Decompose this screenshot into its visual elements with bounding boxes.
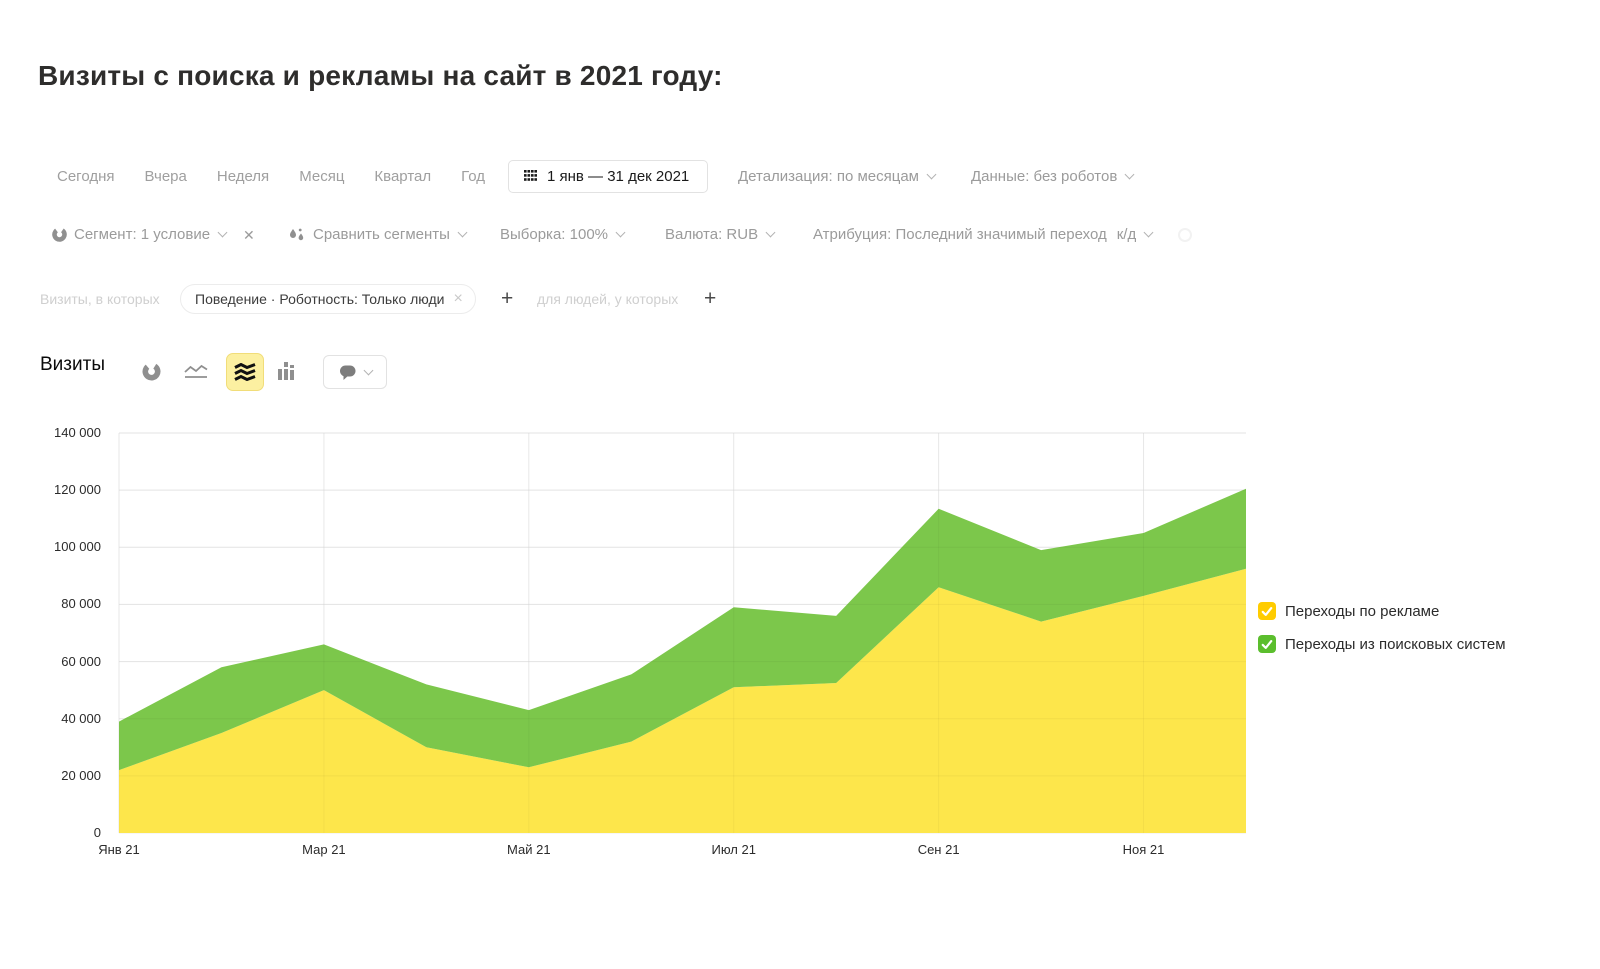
chevron-down-icon: [765, 227, 776, 238]
stacked-areas-icon: [234, 363, 256, 381]
chevron-down-icon: [1143, 227, 1154, 238]
period-tab-year[interactable]: Год: [461, 168, 486, 185]
loader-circle-icon: [1178, 228, 1192, 242]
columns-chart-icon: [278, 362, 294, 380]
date-range-label: 1 янв — 31 дек 2021: [547, 168, 690, 185]
currency-dropdown[interactable]: Валюта: RUB: [665, 226, 776, 243]
line-chart-icon: [184, 364, 208, 378]
y-axis-tick-label: 0: [93, 825, 101, 840]
x-axis-tick-label: Май 21: [507, 842, 551, 857]
detail-label: Детализация: по месяцам: [738, 168, 919, 185]
y-axis-tick-label: 80 000: [61, 596, 101, 612]
currency-label: Валюта: RUB: [665, 226, 759, 243]
date-range-button[interactable]: 1 янв — 31 дек 2021: [508, 160, 708, 193]
chevron-down-icon: [363, 365, 373, 375]
x-axis-tick-label: Июл 21: [711, 842, 756, 857]
comments-dropdown-button[interactable]: [323, 355, 387, 389]
checkbox-checked-icon: [1258, 635, 1276, 653]
donut-chart-icon: [142, 362, 161, 381]
y-axis-tick-label: 40 000: [61, 710, 101, 726]
attribution-dropdown[interactable]: Атрибуция: Последний значимый переход к/…: [813, 226, 1154, 243]
add-visit-condition-button[interactable]: +: [501, 287, 514, 310]
legend-label-search: Переходы из поисковых систем: [1285, 635, 1506, 653]
chip-close-icon[interactable]: ×: [453, 290, 463, 307]
y-axis-tick-label: 140 000: [54, 425, 101, 440]
x-axis-tick-label: Ноя 21: [1122, 842, 1165, 857]
chevron-down-icon: [1124, 169, 1135, 180]
checkbox-checked-icon: [1258, 602, 1276, 620]
comment-bubble-icon: [339, 365, 355, 380]
period-tabs: Сегодня Вчера Неделя Месяц Квартал Год: [57, 168, 485, 185]
drops-icon: [288, 227, 306, 243]
legend-label-ads: Переходы по рекламе: [1285, 602, 1440, 620]
sampling-dropdown[interactable]: Выборка: 100%: [500, 226, 626, 243]
period-tab-yesterday[interactable]: Вчера: [144, 168, 187, 185]
calendar-grid-icon: [524, 170, 537, 181]
area-search[interactable]: [119, 488, 1246, 771]
y-axis-tick-label: 100 000: [54, 539, 101, 555]
x-axis-tick-label: Мар 21: [302, 842, 346, 857]
compare-segments-dropdown[interactable]: Сравнить сегменты: [288, 226, 468, 243]
segment-dropdown[interactable]: Сегмент: 1 условие: [52, 226, 228, 243]
metric-title: Визиты: [40, 354, 105, 375]
period-tab-quarter[interactable]: Квартал: [374, 168, 432, 185]
chevron-down-icon: [926, 169, 937, 180]
add-people-condition-button[interactable]: +: [704, 287, 717, 310]
columns-chart-type-button[interactable]: [277, 361, 297, 380]
period-tab-today[interactable]: Сегодня: [57, 168, 115, 185]
filter-chip-robots[interactable]: Поведение · Роботность: Только люди ×: [180, 284, 476, 314]
chevron-down-icon: [217, 227, 228, 238]
people-filter-label: для людей, у которых: [537, 291, 679, 307]
detail-dropdown[interactable]: Детализация: по месяцам: [738, 168, 937, 185]
segment-remove-button[interactable]: ✕: [243, 227, 255, 243]
x-axis-tick-label: Янв 21: [98, 842, 140, 857]
segment-pie-icon: [52, 227, 67, 242]
legend-item-search[interactable]: Переходы из поисковых систем: [1258, 635, 1506, 653]
compare-segments-label: Сравнить сегменты: [313, 226, 450, 243]
page-title: Визиты с поиска и рекламы на сайт в 2021…: [38, 60, 723, 91]
stacked-area-type-button-selected[interactable]: [226, 353, 264, 391]
chevron-down-icon: [457, 227, 468, 238]
attribution-window-label: к/д: [1116, 226, 1137, 243]
area-ads[interactable]: [119, 568, 1246, 833]
period-tab-month[interactable]: Месяц: [299, 168, 345, 185]
sampling-label: Выборка: 100%: [500, 226, 608, 243]
line-chart-type-button[interactable]: [184, 363, 208, 380]
segment-label: Сегмент: 1 условие: [74, 226, 211, 243]
visits-stacked-area-chart[interactable]: [0, 410, 1250, 858]
y-axis-tick-label: 20 000: [61, 767, 101, 783]
pie-chart-type-button[interactable]: [142, 362, 161, 381]
y-axis-tick-label: 60 000: [61, 653, 101, 669]
x-axis-tick-label: Сен 21: [917, 842, 960, 857]
data-mode-label: Данные: без роботов: [971, 168, 1118, 185]
attribution-label: Атрибуция: Последний значимый переход: [813, 226, 1107, 243]
y-axis-tick-label: 120 000: [54, 482, 101, 498]
legend-item-ads[interactable]: Переходы по рекламе: [1258, 602, 1439, 620]
chevron-down-icon: [615, 227, 626, 238]
period-tab-week[interactable]: Неделя: [216, 168, 270, 185]
data-mode-dropdown[interactable]: Данные: без роботов: [971, 168, 1135, 185]
filter-chip-label: Поведение · Роботность: Только люди: [195, 291, 445, 307]
visits-filter-label: Визиты, в которых: [40, 291, 160, 307]
